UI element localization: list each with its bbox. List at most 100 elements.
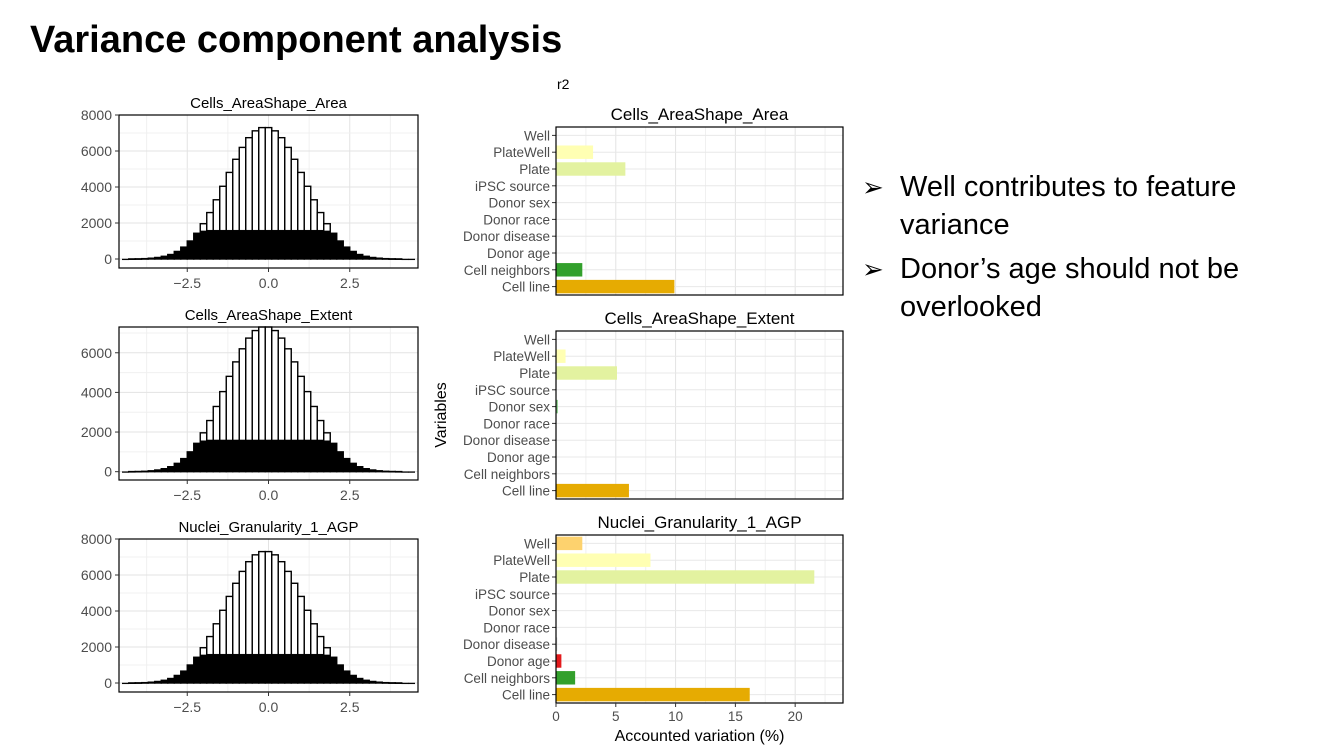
histogram-bar: [343, 670, 350, 684]
histogram-bar: [167, 466, 175, 472]
histogram-bar: [167, 678, 175, 684]
variance-bar: [556, 263, 583, 277]
histogram-bar: [161, 680, 168, 684]
histogram-bar: [388, 471, 396, 473]
histogram-bar: [375, 681, 383, 684]
histogram-bar: [161, 468, 168, 472]
arrow-bullet-icon: ➢: [862, 254, 884, 284]
histogram-bar: [193, 443, 201, 472]
panel-title: Cells_AreaShape_Extent: [605, 309, 795, 328]
histogram-bar: [258, 229, 266, 260]
histogram-bar: [271, 229, 279, 260]
histogram-bar: [239, 653, 246, 684]
histogram-bar: [356, 466, 363, 472]
histogram-bar: [349, 675, 357, 684]
histogram-bar: [356, 254, 363, 260]
histogram-bar: [356, 678, 363, 684]
histogram-bar: [297, 439, 305, 472]
histogram-bar: [388, 682, 396, 684]
histogram-bar: [167, 254, 175, 260]
histogram-bar: [278, 229, 285, 260]
y-tick-label: 2000: [81, 215, 112, 231]
histogram-bar: [408, 258, 415, 261]
histogram-bar: [200, 440, 207, 472]
histogram-bar: [187, 240, 194, 260]
histogram-bar: [343, 246, 350, 260]
histogram-bar: [122, 258, 129, 261]
histogram-bar: [297, 653, 305, 684]
histogram-bar: [401, 471, 409, 473]
variance-bar: [556, 162, 626, 176]
variable-label: Cell line: [502, 280, 550, 295]
x-tick-label: 0.0: [259, 699, 279, 715]
x-tick-label: −2.5: [173, 699, 201, 715]
histogram-bar: [213, 439, 220, 472]
bullet-item: ➢ Well contributes to feature variance: [862, 168, 1302, 244]
histogram-bar: [284, 653, 292, 684]
x-tick-label: 2.5: [340, 699, 360, 715]
histogram-bar: [310, 439, 318, 472]
histogram-bar: [258, 439, 266, 472]
variable-label: iPSC source: [475, 587, 550, 602]
histogram-bar: [258, 653, 266, 684]
arrow-bullet-icon: ➢: [862, 172, 884, 202]
panel-title: Nuclei_Granularity_1_AGP: [597, 513, 801, 532]
histogram-bar: [317, 653, 324, 684]
variable-label: Donor disease: [463, 229, 550, 244]
histogram-bar: [349, 463, 357, 472]
histogram-bar: [297, 229, 305, 260]
x-tick-label: 15: [728, 709, 743, 724]
histogram-bar: [278, 439, 285, 472]
variable-label: Well: [524, 332, 550, 347]
histogram-bar: [148, 681, 155, 684]
histogram-bar: [232, 229, 240, 260]
histogram-bar: [180, 670, 188, 684]
histogram-bar: [317, 229, 324, 260]
histogram-bar: [174, 251, 181, 260]
histogram-bar: [291, 653, 298, 684]
variance-bar: [556, 671, 576, 685]
y-axis-label: Variables: [433, 382, 450, 448]
histogram-bar: [232, 653, 240, 684]
histogram-bar: [187, 664, 194, 684]
histogram-bar: [245, 439, 253, 472]
histogram-bar: [154, 257, 162, 260]
histogram-bar: [239, 439, 246, 472]
histogram-bar: [122, 682, 129, 685]
y-tick-label: 2000: [81, 639, 112, 655]
x-tick-label: −2.5: [173, 275, 201, 291]
histogram-bar: [265, 653, 272, 684]
histogram-bar: [239, 229, 246, 260]
histogram-bar: [284, 229, 292, 260]
histogram-bar: [304, 653, 311, 684]
histogram-bar: [388, 258, 396, 260]
variable-label: Plate: [519, 366, 550, 381]
bullet-text: Well contributes to feature variance: [900, 171, 1237, 241]
histogram-bar: [271, 439, 279, 472]
variable-label: PlateWell: [493, 349, 550, 364]
variance-bar: [556, 399, 558, 414]
histogram-bar: [395, 471, 402, 473]
histogram-bar: [336, 240, 344, 260]
histogram-bar: [161, 256, 168, 260]
histogram-bar: [330, 443, 337, 472]
y-tick-label: 6000: [81, 345, 112, 361]
y-tick-label: 8000: [81, 531, 112, 547]
histogram-bar: [135, 682, 142, 684]
histogram-bar: [395, 258, 402, 260]
histogram-bar: [291, 229, 298, 260]
histogram-bar: [336, 664, 344, 684]
histogram-bar: [141, 258, 149, 260]
y-tick-label: 4000: [81, 384, 112, 400]
histogram-bar: [187, 451, 194, 472]
x-tick-label: 10: [668, 709, 683, 724]
histogram-bar: [330, 233, 337, 260]
variance-bar: [556, 145, 594, 159]
variable-label: Plate: [519, 162, 550, 177]
variance-bar: [556, 536, 583, 551]
histogram-bar: [135, 258, 142, 260]
variance-bar: [556, 366, 617, 380]
histogram-bar: [375, 257, 383, 260]
variable-label: Plate: [519, 570, 550, 585]
histogram-bar: [284, 439, 292, 472]
